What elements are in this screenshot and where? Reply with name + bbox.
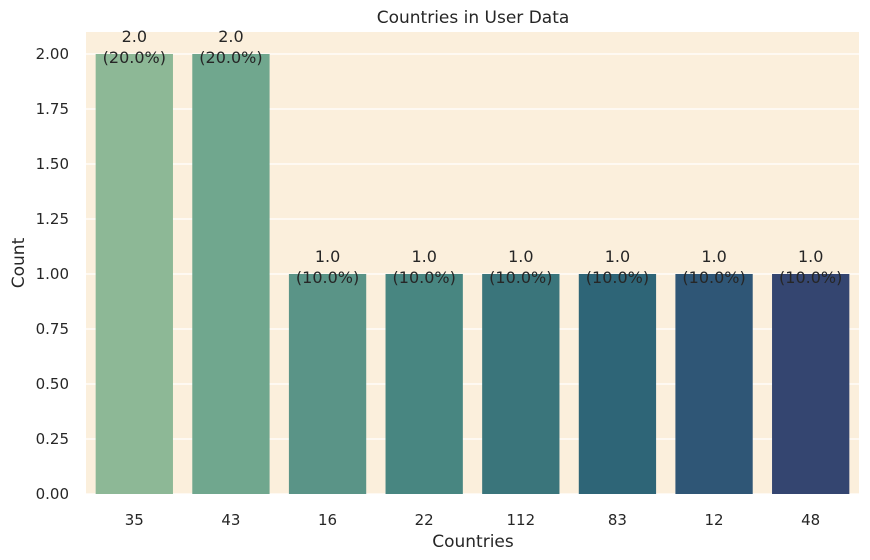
bar-percent-label: (10.0%) bbox=[489, 268, 552, 287]
bar-percent-label: (10.0%) bbox=[682, 268, 745, 287]
y-tick-label: 0.00 bbox=[36, 485, 69, 503]
bar-percent-label: (10.0%) bbox=[393, 268, 456, 287]
bar-value-label: 1.0 bbox=[605, 247, 630, 266]
bar-percent-label: (10.0%) bbox=[586, 268, 649, 287]
bar bbox=[772, 274, 850, 494]
bar-value-label: 1.0 bbox=[701, 247, 726, 266]
y-tick-label: 1.25 bbox=[36, 210, 69, 228]
y-axis-label: Count bbox=[9, 237, 29, 288]
y-tick-label: 1.75 bbox=[36, 100, 69, 118]
y-axis-ticks: 0.00 0.25 0.50 0.75 1.00 1.25 1.50 1.75 2.00 bbox=[36, 45, 69, 503]
data-labels: 2.0 (20.0%) 2.0 (20.0%) 1.0 (10.0%) 1.0 (10.0%)… bbox=[103, 27, 843, 287]
bar bbox=[385, 274, 463, 494]
bar-value-label: 2.0 bbox=[218, 27, 243, 46]
bar-percent-label: (10.0%) bbox=[779, 268, 842, 287]
y-tick-label: 0.50 bbox=[36, 375, 69, 393]
x-tick-label: 43 bbox=[221, 511, 240, 529]
y-tick-label: 1.50 bbox=[36, 155, 69, 173]
bar-value-label: 1.0 bbox=[508, 247, 533, 266]
bar bbox=[192, 54, 270, 494]
y-tick-label: 0.75 bbox=[36, 320, 69, 338]
bar bbox=[482, 274, 560, 494]
bar bbox=[578, 274, 657, 494]
y-tick-label: 0.25 bbox=[36, 430, 69, 448]
chart-title: Countries in User Data bbox=[377, 8, 570, 28]
x-tick-label: 22 bbox=[415, 511, 434, 529]
y-tick-label: 1.00 bbox=[36, 265, 69, 283]
bar-value-label: 1.0 bbox=[315, 247, 340, 266]
x-axis-label: Countries bbox=[432, 532, 514, 552]
x-tick-label: 12 bbox=[705, 511, 724, 529]
bar-percent-label: (10.0%) bbox=[296, 268, 359, 287]
bar-value-label: 1.0 bbox=[411, 247, 436, 266]
x-tick-label: 112 bbox=[506, 511, 535, 529]
y-tick-label: 2.00 bbox=[36, 45, 69, 63]
x-tick-label: 16 bbox=[318, 511, 337, 529]
bars bbox=[95, 54, 850, 494]
x-tick-label: 48 bbox=[801, 511, 820, 529]
bar bbox=[675, 274, 753, 494]
x-axis-ticks: 35 43 16 22 112 83 12 48 bbox=[125, 511, 820, 529]
x-tick-label: 83 bbox=[608, 511, 627, 529]
bar-value-label: 2.0 bbox=[122, 27, 147, 46]
bar-value-label: 1.0 bbox=[798, 247, 823, 266]
bar bbox=[288, 274, 367, 494]
x-tick-label: 35 bbox=[125, 511, 144, 529]
bar-percent-label: (20.0%) bbox=[103, 48, 166, 67]
bar-percent-label: (20.0%) bbox=[199, 48, 262, 67]
bar bbox=[95, 54, 173, 494]
